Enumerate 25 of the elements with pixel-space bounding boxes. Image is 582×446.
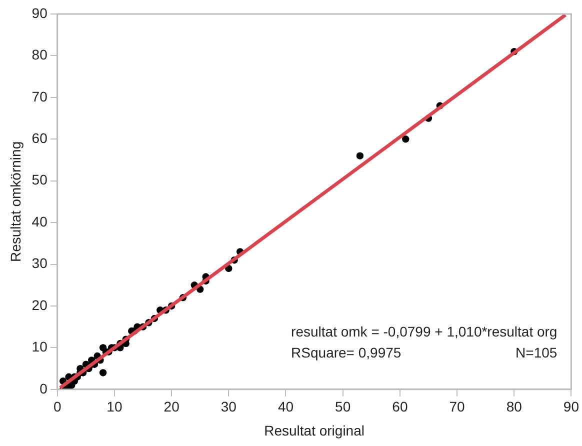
x-tick-label: 30 — [220, 398, 237, 415]
x-tick-label: 10 — [106, 398, 122, 415]
y-tick-label: 60 — [32, 130, 48, 146]
y-axis-title: Resultat omkörning — [7, 141, 24, 262]
annotation: resultat omk = -0,0799 + 1,010*resultat org — [291, 323, 558, 340]
y-tick-label: 30 — [32, 255, 48, 272]
annotation: N=105 — [516, 344, 558, 360]
x-axis-title: Resultat original — [264, 422, 364, 438]
x-tick-label: 20 — [164, 398, 180, 415]
x-tick-label: 50 — [335, 398, 351, 415]
y-tick-label: 20 — [32, 296, 48, 313]
y-tick-label: 10 — [32, 338, 48, 355]
y-tick-label: 50 — [32, 172, 48, 188]
y-tick-label: 80 — [32, 46, 48, 63]
y-tick-label: 90 — [32, 4, 48, 21]
y-tick-label: 0 — [40, 380, 48, 396]
y-tick-label: 40 — [32, 213, 48, 230]
annotation: RSquare= 0,9975 — [291, 344, 402, 360]
x-tick-label: 70 — [449, 398, 466, 415]
x-tick-label: 40 — [278, 398, 294, 415]
x-tick-label: 90 — [563, 398, 580, 415]
y-tick-label: 70 — [32, 88, 48, 104]
x-tick-label: 80 — [506, 398, 522, 415]
x-tick-label: 60 — [392, 398, 408, 415]
x-tick-label: 0 — [53, 398, 62, 415]
